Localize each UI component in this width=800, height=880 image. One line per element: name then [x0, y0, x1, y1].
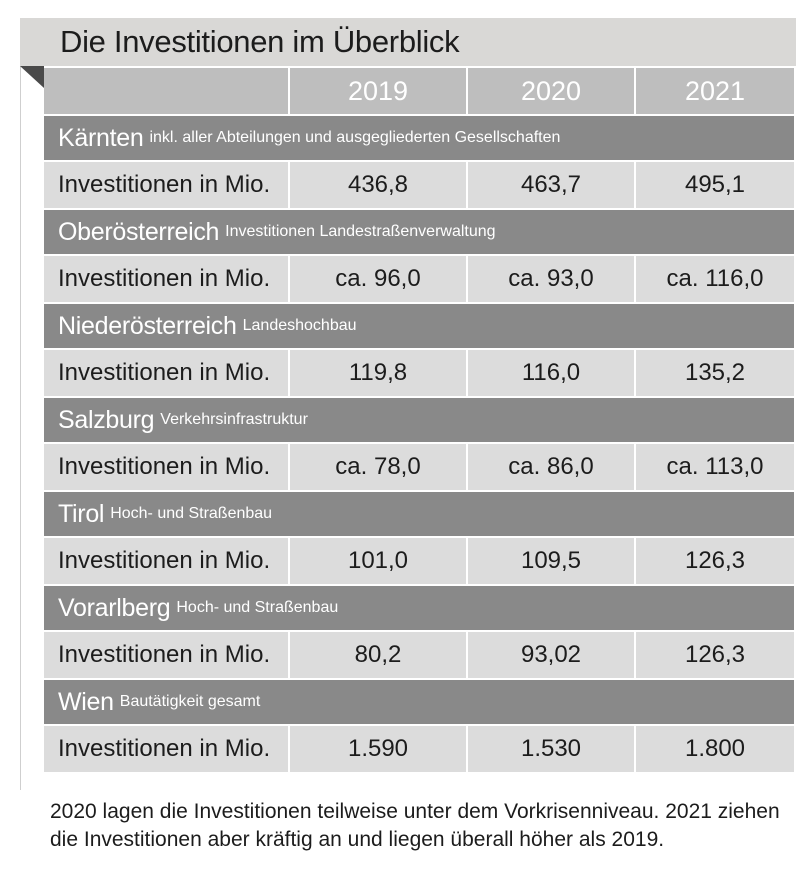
value-cell-2020: 116,0 — [468, 350, 634, 396]
value-cell-2019: 101,0 — [290, 538, 466, 584]
row-label: Investitionen in Mio. — [44, 538, 288, 584]
title-band: Die Investitionen im Überblick — [20, 18, 796, 66]
header-year-2019: 2019 — [290, 68, 466, 114]
value-cell-2021: 126,3 — [636, 632, 794, 678]
region-note: Investitionen Landestraßenverwaltung — [225, 223, 496, 240]
region-name: Salzburg — [58, 405, 155, 434]
table-row: Investitionen in Mio. 1.590 1.530 1.800 — [44, 726, 794, 772]
row-label: Investitionen in Mio. — [44, 726, 288, 772]
region-rows: Kärnten inkl. aller Abteilungen und ausge… — [44, 116, 794, 772]
region-note: Hoch- und Straßenbau — [110, 505, 273, 522]
region-note: Bautätigkeit gesamt — [119, 693, 261, 710]
header-year-2020: 2020 — [468, 68, 634, 114]
value-cell-2021: 495,1 — [636, 162, 794, 208]
value-cell-2019: ca. 78,0 — [290, 444, 466, 490]
table-row: Investitionen in Mio. ca. 96,0 ca. 93,0 ca.… — [44, 256, 794, 302]
table-row: Investitionen in Mio. 436,8 463,7 495,1 — [44, 162, 794, 208]
region-header: Vorarlberg Hoch- und Straßenbau — [44, 586, 794, 630]
value-cell-2019: 1.590 — [290, 726, 466, 772]
region-header: Niederösterreich Landeshochbau — [44, 304, 794, 348]
region-header: Kärnten inkl. aller Abteilungen und ausge… — [44, 116, 794, 160]
value-cell-2021: ca. 113,0 — [636, 444, 794, 490]
region-name: Oberösterreich — [58, 217, 220, 246]
region-header: Oberösterreich Investitionen Landestraßen… — [44, 210, 794, 254]
region-header: Salzburg Verkehrsinfrastruktur — [44, 398, 794, 442]
table-row: Investitionen in Mio. 101,0 109,5 126,3 — [44, 538, 794, 584]
value-cell-2019: ca. 96,0 — [290, 256, 466, 302]
value-cell-2019: 119,8 — [290, 350, 466, 396]
row-label: Investitionen in Mio. — [44, 444, 288, 490]
value-cell-2020: ca. 86,0 — [468, 444, 634, 490]
table-row: Investitionen in Mio. ca. 78,0 ca. 86,0 ca.… — [44, 444, 794, 490]
table-row: Investitionen in Mio. 119,8 116,0 135,2 — [44, 350, 794, 396]
value-cell-2020: ca. 93,0 — [468, 256, 634, 302]
value-cell-2021: 135,2 — [636, 350, 794, 396]
value-cell-2020: 109,5 — [468, 538, 634, 584]
region-name: Niederösterreich — [58, 311, 237, 340]
fold-corner-shape — [20, 66, 44, 88]
value-cell-2021: ca. 116,0 — [636, 256, 794, 302]
region-note: Landeshochbau — [242, 317, 357, 334]
region-note: inkl. aller Abteilungen und ausgeglieder… — [149, 129, 561, 146]
table-row: Investitionen in Mio. 80,2 93,02 126,3 — [44, 632, 794, 678]
table-frame — [20, 18, 795, 790]
region-note: Hoch- und Straßenbau — [176, 599, 339, 616]
value-cell-2020: 93,02 — [468, 632, 634, 678]
region-note: Verkehrsinfrastruktur — [160, 411, 308, 428]
region-name: Vorarlberg — [58, 593, 171, 622]
page-title: Die Investitionen im Überblick — [60, 24, 460, 59]
row-label: Investitionen in Mio. — [44, 162, 288, 208]
region-name: Tirol — [58, 499, 105, 528]
row-label: Investitionen in Mio. — [44, 350, 288, 396]
value-cell-2020: 463,7 — [468, 162, 634, 208]
value-cell-2021: 126,3 — [636, 538, 794, 584]
row-label: Investitionen in Mio. — [44, 632, 288, 678]
investment-table: 2019 2020 2021 Kärnten inkl. aller Abteil… — [44, 68, 794, 774]
value-cell-2019: 436,8 — [290, 162, 466, 208]
region-header: Wien Bautätigkeit gesamt — [44, 680, 794, 724]
row-label: Investitionen in Mio. — [44, 256, 288, 302]
region-name: Wien — [58, 687, 114, 716]
header-year-2021: 2021 — [636, 68, 794, 114]
value-cell-2021: 1.800 — [636, 726, 794, 772]
value-cell-2020: 1.530 — [468, 726, 634, 772]
region-name: Kärnten — [58, 123, 144, 152]
footnote: 2020 lagen die Investitionen teilweise u… — [50, 800, 780, 851]
header-empty-cell — [44, 68, 288, 114]
header-row: 2019 2020 2021 — [44, 68, 794, 114]
value-cell-2019: 80,2 — [290, 632, 466, 678]
region-header: Tirol Hoch- und Straßenbau — [44, 492, 794, 536]
